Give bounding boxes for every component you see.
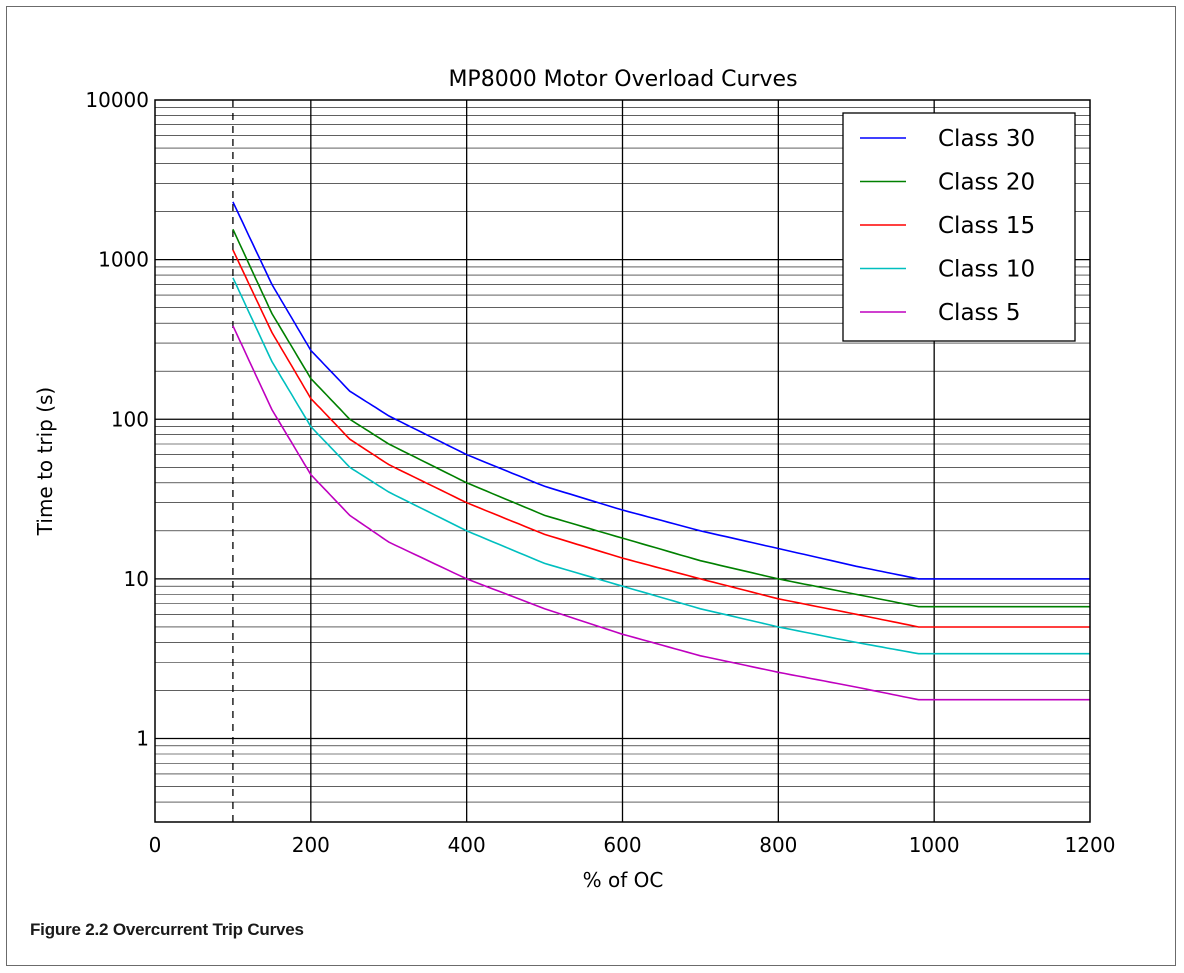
x-tick-label: 200 [292, 833, 330, 857]
y-tick-label: 100 [111, 407, 149, 431]
series-line-class-5 [232, 325, 1090, 701]
legend-label: Class 15 [938, 213, 1035, 239]
x-tick-label: 800 [759, 833, 797, 857]
x-tick-label: 0 [149, 833, 162, 857]
legend-label: Class 30 [938, 126, 1035, 152]
y-tick-label: 10000 [85, 88, 149, 112]
x-tick-label: 400 [448, 833, 486, 857]
legend-label: Class 20 [938, 170, 1035, 196]
legend-box [842, 112, 1076, 342]
x-axis-label: % of OC [583, 868, 664, 892]
series-line-class-20 [232, 228, 1090, 608]
y-axis-label: Time to trip (s) [33, 387, 57, 536]
y-tick-label: 1 [136, 727, 149, 751]
series-line-class-15 [232, 249, 1090, 628]
y-tick-label: 1000 [98, 248, 149, 272]
chart-title: MP8000 Motor Overload Curves [448, 67, 797, 92]
legend-label: Class 5 [938, 300, 1020, 326]
x-tick-label: 1000 [909, 833, 960, 857]
tick-labels: 0 200 400 600 800 1000 1200 1 10 100 1000 10000 [85, 88, 1115, 857]
series-line-class-30 [232, 201, 1090, 580]
y-tick-label: 10 [124, 567, 149, 591]
plot-frame [154, 99, 1091, 823]
legend: Class 30 Class 20 Class 15 Class 10 Class 5 [842, 112, 1076, 342]
series-line-class-10 [232, 277, 1090, 655]
figure-caption: Figure 2.2 Overcurrent Trip Curves [30, 920, 304, 939]
x-tick-label: 1200 [1065, 833, 1116, 857]
series-layer [232, 201, 1090, 701]
x-tick-label: 600 [603, 833, 641, 857]
legend-label: Class 10 [938, 257, 1035, 283]
